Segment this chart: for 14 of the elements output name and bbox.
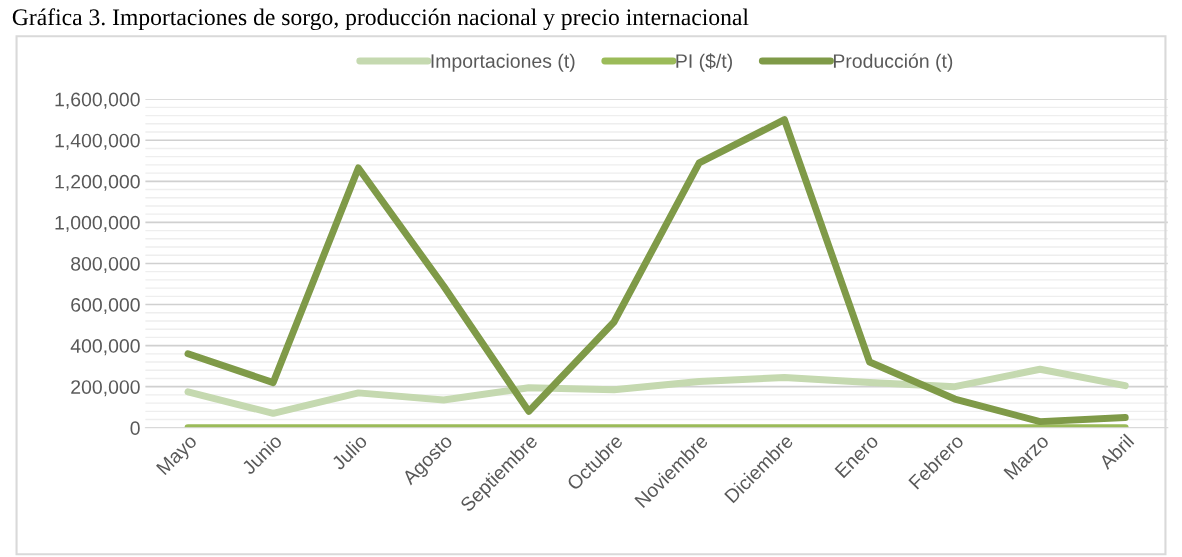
chart-title: Gráfica 3. Importaciones de sorgo, producción nacional y precio internacional	[12, 8, 749, 31]
y-tick-label: 800,000	[71, 256, 140, 273]
y-tick-label: 0	[130, 421, 140, 436]
y-tick-label: 1,000,000	[55, 215, 140, 232]
y-tick-label: 200,000	[71, 380, 140, 397]
legend-label: Importaciones (t)	[431, 53, 575, 72]
legend-label: PI ($/t)	[676, 53, 732, 72]
y-tick-label: 1,400,000	[55, 133, 140, 150]
y-tick-label: 400,000	[70, 339, 140, 356]
legend-label: Producción (t)	[833, 53, 953, 72]
x-tick-label: Julio	[330, 433, 368, 471]
y-tick-label: 1,600,000	[55, 92, 140, 109]
y-tick-label: 600,000	[71, 298, 140, 315]
y-tick-label: 1,200,000	[55, 174, 140, 191]
